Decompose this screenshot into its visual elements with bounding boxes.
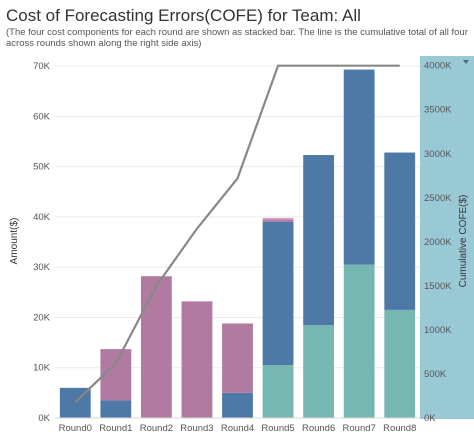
- x-tick-label: Round3: [180, 423, 213, 434]
- x-tick-label: Round8: [383, 423, 416, 434]
- y2-axis-ticks: 0K 500K 1000K 1500K 2000K 2500K 3000K 3500K 4000…: [424, 61, 452, 424]
- x-tick-label: Round1: [99, 423, 132, 434]
- y2-tick-label: 4000K: [424, 61, 452, 72]
- y-axis-label: Amount($): [9, 218, 20, 265]
- bar-segment: [262, 217, 294, 220]
- x-axis-ticks: Round0 Round1 Round2 Round3 Round4 Round5 Roun…: [55, 417, 420, 434]
- y-tick-label: 0K: [38, 413, 50, 424]
- dropdown-arrow-icon[interactable]: [463, 60, 469, 64]
- x-tick-label: Round5: [261, 423, 294, 434]
- bars: [59, 69, 416, 418]
- x-tick-label: Round4: [221, 423, 254, 434]
- bar-segment: [262, 365, 294, 418]
- y-tick-label: 20K: [33, 312, 51, 323]
- bar-segment: [384, 309, 416, 418]
- y2-tick-label: 3500K: [424, 105, 452, 116]
- x-tick-label: Round7: [343, 423, 376, 434]
- y-tick-label: 40K: [33, 212, 51, 223]
- x-tick-label: Round0: [59, 423, 92, 434]
- chart-subtitle: (The four cost components for each round…: [6, 27, 468, 49]
- y-tick-label: 50K: [33, 162, 51, 173]
- y-tick-label: 30K: [33, 262, 51, 273]
- y2-axis-label: Cumulative COFE($): [458, 195, 469, 288]
- bar-segment: [222, 323, 253, 393]
- y2-tick-label: 2500K: [424, 193, 452, 204]
- y-tick-label: 60K: [33, 111, 51, 122]
- bar-segment: [343, 69, 375, 265]
- bar-segment: [303, 324, 335, 418]
- chart-title: Cost of Forecasting Errors(COFE) for Tea…: [6, 6, 361, 25]
- bar-segment: [181, 301, 213, 418]
- y2-tick-label: 1000K: [424, 325, 452, 336]
- y2-tick-label: 500K: [424, 369, 447, 380]
- bar-segment: [343, 264, 375, 418]
- bar-segment: [140, 276, 172, 418]
- y-axis-ticks: 0K 10K 20K 30K 40K 50K 60K 70K: [33, 61, 51, 424]
- y-tick-label: 10K: [33, 363, 51, 374]
- right-axis-band: [420, 56, 474, 419]
- y2-tick-label: 3000K: [424, 149, 452, 160]
- bar-segment: [262, 219, 294, 222]
- bar-segment: [100, 400, 132, 418]
- bar-segment: [222, 392, 253, 418]
- y2-tick-label: 1500K: [424, 281, 452, 292]
- x-tick-label: Round2: [140, 423, 173, 434]
- bar-segment: [303, 155, 335, 325]
- bar-segment: [384, 152, 416, 310]
- y-tick-label: 70K: [33, 61, 51, 72]
- cumulative-line: [74, 64, 400, 403]
- x-tick-label: Round6: [302, 423, 335, 434]
- bar-segment: [100, 349, 132, 401]
- y2-tick-label: 2000K: [424, 237, 452, 248]
- bar-segment: [262, 221, 294, 366]
- y2-tick-label: 0K: [424, 413, 436, 424]
